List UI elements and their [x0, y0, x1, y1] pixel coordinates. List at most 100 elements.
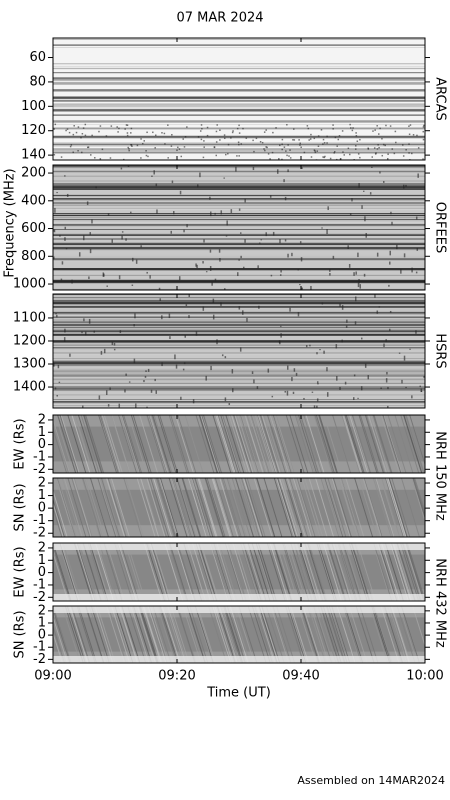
map-streak	[73, 543, 93, 601]
map-streak	[119, 606, 139, 663]
spectral-speck	[316, 352, 318, 355]
map-streak	[287, 606, 307, 663]
map-streak	[84, 478, 104, 537]
spectral-speck	[387, 153, 389, 155]
spectral-speck	[369, 192, 372, 195]
map-streak	[157, 415, 177, 473]
map-streak	[177, 606, 197, 663]
spectral-speck	[303, 151, 306, 154]
map-streak	[218, 606, 238, 663]
spectral-speck	[136, 144, 139, 147]
map-streak	[402, 543, 422, 601]
spectral-speck	[154, 134, 157, 137]
spectral-speck	[295, 372, 298, 376]
map-streak	[318, 415, 338, 473]
spectral-speck	[403, 355, 406, 361]
panel-image	[53, 543, 425, 601]
spectral-speck	[64, 237, 66, 241]
spectral-speck	[411, 152, 413, 155]
spectral-speck	[355, 132, 357, 134]
map-streak	[306, 606, 326, 663]
map-streak	[60, 543, 80, 601]
spectral-speck	[388, 284, 390, 287]
spectral-speck	[390, 211, 392, 215]
map-streak	[396, 606, 416, 663]
spectral-speck	[130, 211, 132, 214]
y-tick-label: 2	[38, 540, 46, 555]
map-streak	[301, 478, 321, 537]
map-streak	[345, 606, 365, 663]
map-streak	[123, 415, 143, 473]
spectral-speck	[359, 284, 362, 289]
spectral-speck	[339, 158, 342, 160]
spectral-speck	[280, 333, 282, 338]
spectral-speck	[206, 126, 209, 129]
panel-image	[53, 606, 425, 663]
map-edge	[53, 656, 425, 663]
spectral-speck	[214, 212, 216, 215]
map-streak	[169, 543, 189, 601]
spectral-speck	[387, 405, 389, 408]
spectral-speck	[186, 224, 188, 228]
map-streak	[56, 478, 76, 537]
map-streak	[296, 478, 316, 537]
spectral-speck	[342, 151, 344, 153]
spectrogram-background	[53, 38, 425, 160]
spectral-speck	[310, 133, 312, 136]
spectral-speck	[72, 133, 75, 136]
spectral-speck	[224, 137, 226, 140]
map-streak	[391, 606, 411, 663]
spectral-speck	[87, 146, 89, 149]
map-streak	[234, 543, 254, 601]
map-streak	[284, 606, 304, 663]
map-streak	[156, 606, 176, 663]
spectral-speck	[401, 379, 403, 384]
spectral-speck	[216, 339, 218, 345]
spectral-speck	[400, 269, 402, 274]
spectral-speck	[186, 126, 188, 128]
map-streak	[282, 543, 302, 601]
spectral-speck	[238, 208, 241, 211]
map-streak	[59, 415, 79, 473]
map-streak	[273, 415, 293, 473]
map-streak	[124, 543, 144, 601]
map-streak	[344, 606, 364, 663]
spectral-speck	[322, 138, 325, 141]
spectral-speck	[355, 145, 357, 147]
map-streak	[371, 606, 391, 663]
map-streak	[244, 478, 264, 537]
map-streak	[152, 543, 172, 601]
spectral-speck	[167, 124, 169, 126]
x-tick-label: 09:00	[34, 669, 71, 684]
map-streak	[316, 543, 336, 601]
map-streak	[387, 415, 407, 473]
spectral-speck	[147, 155, 149, 158]
spectral-speck	[84, 331, 87, 336]
spectral-speck	[73, 125, 75, 127]
map-streak	[195, 606, 215, 663]
panel-frame	[52, 293, 426, 409]
spectral-speck	[128, 381, 131, 383]
spectral-speck	[409, 124, 412, 126]
map-streak	[263, 415, 283, 473]
map-streak	[294, 415, 314, 473]
spectral-speck	[332, 124, 334, 126]
spectral-speck	[81, 151, 83, 154]
spectral-speck	[389, 310, 392, 313]
spectral-speck	[121, 235, 123, 240]
spectral-speck	[280, 270, 282, 273]
y-tick-label: -2	[33, 526, 46, 541]
map-streak	[383, 606, 403, 663]
spectral-speck	[402, 155, 405, 157]
map-streak	[212, 478, 232, 537]
map-streak	[284, 543, 304, 601]
spectral-speck	[298, 139, 300, 141]
spectral-speck	[145, 150, 147, 152]
map-streak	[257, 543, 277, 601]
spectral-speck	[377, 144, 379, 146]
spectral-speck	[206, 134, 209, 137]
spectral-speck	[174, 354, 176, 360]
map-streak	[170, 478, 190, 537]
spectral-speck	[203, 140, 205, 142]
panel-image	[53, 415, 425, 473]
